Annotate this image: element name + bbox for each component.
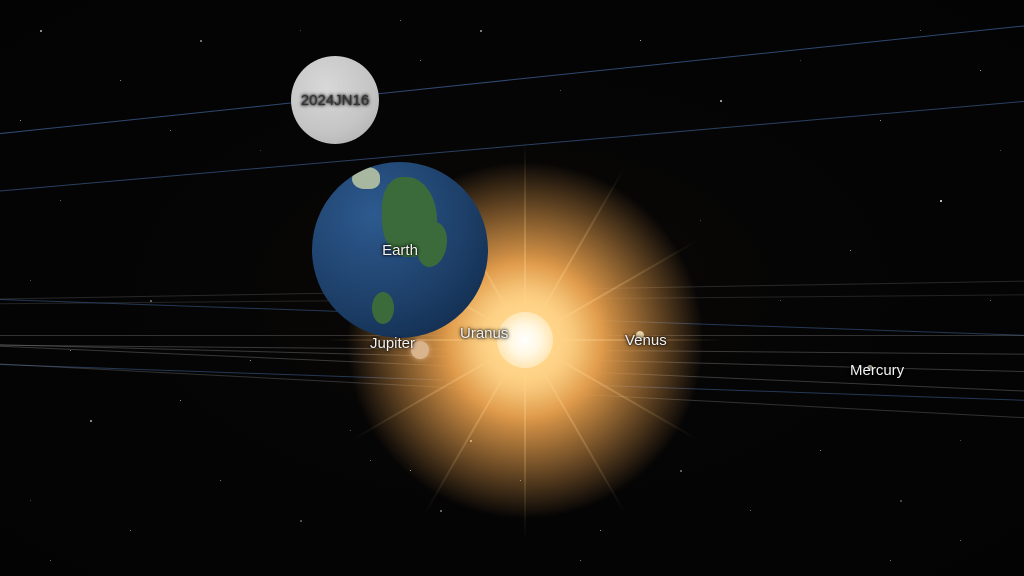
- starfield: [0, 0, 1024, 576]
- asteroid-label: 2024JN16: [301, 92, 369, 109]
- planet-jupiter: [411, 341, 429, 359]
- asteroid-2024jn16: 2024JN16: [291, 56, 379, 144]
- planet-venus: [636, 331, 644, 339]
- planet-earth: Earth: [312, 162, 488, 338]
- planet-mercury: [867, 365, 873, 371]
